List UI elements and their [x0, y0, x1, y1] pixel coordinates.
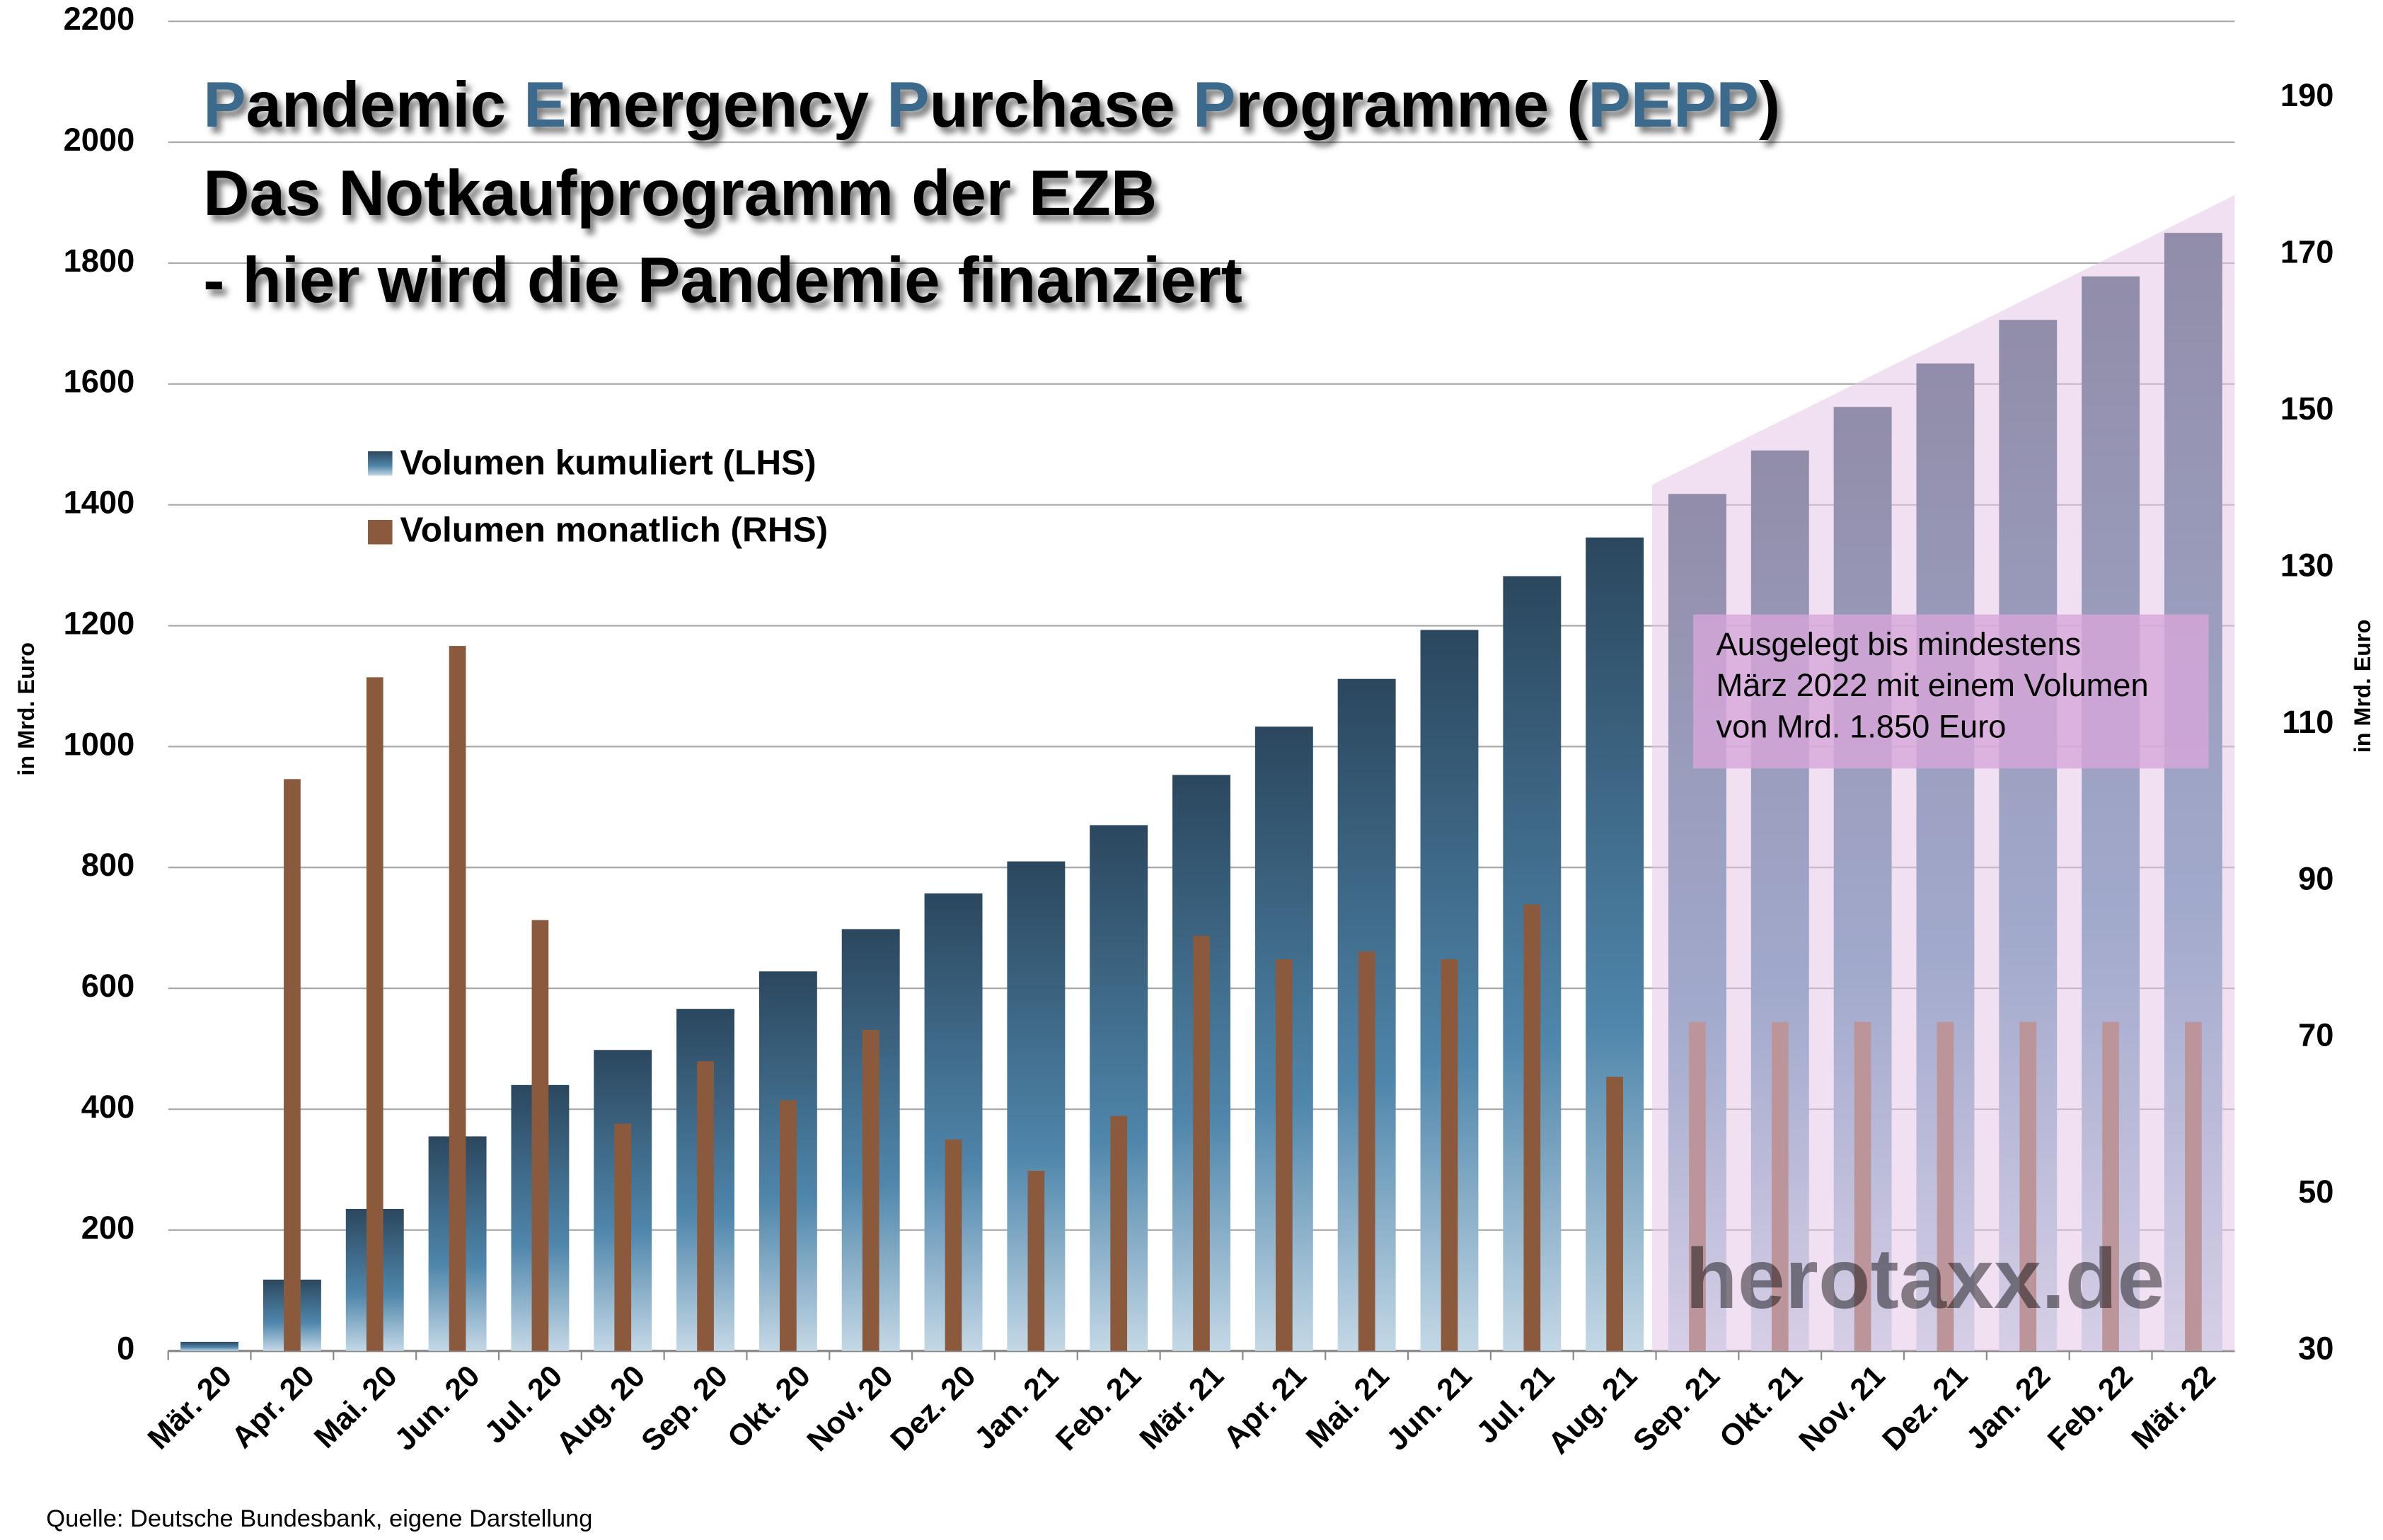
x-tick-label: Mär. 22	[2125, 1359, 2222, 1456]
y2-tick-label: 70	[2298, 1017, 2333, 1053]
bar-monthly	[1193, 935, 1210, 1351]
y-tick-label: 1600	[64, 364, 135, 400]
legend-label: Volumen monatlich (RHS)	[400, 509, 828, 549]
y-tick-label: 1200	[64, 605, 135, 641]
y-tick-label: 1000	[64, 726, 135, 762]
y-tick-label: 1800	[64, 243, 135, 279]
y-tick-label: 1400	[64, 485, 135, 521]
chart-title: - hier wird die Pandemie finanziert	[203, 245, 1242, 316]
y-tick-label: 600	[81, 968, 135, 1004]
bar-monthly	[614, 1123, 632, 1351]
y2-axis-label: in Mrd. Euro	[2350, 620, 2375, 753]
y2-tick-label: 190	[2280, 77, 2334, 113]
x-tick-label: Jun. 21	[1380, 1359, 1479, 1457]
x-tick-label: Jan. 22	[1960, 1359, 2057, 1456]
y2-tick-label: 90	[2298, 860, 2333, 896]
y-axis-label: in Mrd. Euro	[13, 642, 39, 776]
bar-monthly	[1110, 1116, 1128, 1351]
y-tick-label: 200	[81, 1210, 135, 1246]
x-tick-label: Aug. 20	[550, 1359, 652, 1461]
x-tick-label: Feb. 21	[1049, 1359, 1148, 1457]
y-tick-label: 800	[81, 847, 135, 883]
bar-monthly	[531, 920, 549, 1351]
x-tick-label: Mär. 20	[142, 1359, 238, 1456]
x-tick-label: Jan. 21	[968, 1359, 1065, 1456]
bar-monthly	[945, 1139, 962, 1351]
legend-label: Volumen kumuliert (LHS)	[400, 443, 816, 482]
y2-tick-label: 170	[2280, 233, 2334, 270]
annotation: Ausgelegt bis mindestens	[1716, 626, 2081, 662]
bar-monthly	[1275, 959, 1293, 1351]
bar-monthly	[1606, 1077, 1623, 1351]
bar-cumulative	[180, 1341, 239, 1351]
x-tick-label: Mai. 20	[308, 1359, 404, 1455]
y2-tick-label: 30	[2298, 1331, 2333, 1367]
y-tick-label: 2000	[64, 122, 135, 158]
x-tick-label: Dez. 21	[1876, 1359, 1974, 1457]
x-tick-label: Okt. 20	[721, 1359, 817, 1455]
x-tick-label: Apr. 20	[225, 1359, 321, 1455]
legend-swatch	[368, 520, 393, 545]
bar-monthly	[780, 1100, 797, 1351]
x-tick-label: Mär. 21	[1133, 1359, 1230, 1456]
x-tick-label: Aug. 21	[1542, 1359, 1644, 1461]
x-tick-label: Okt. 21	[1713, 1359, 1809, 1455]
x-tick-label: Nov. 20	[801, 1359, 900, 1458]
bar-monthly	[366, 677, 383, 1351]
x-tick-label: Mai. 21	[1300, 1359, 1396, 1455]
y-tick-label: 2200	[64, 1, 135, 37]
y-tick-label: 0	[117, 1331, 134, 1367]
x-tick-label: Sep. 21	[1627, 1359, 1726, 1459]
legend-swatch	[368, 451, 393, 476]
y2-tick-label: 130	[2280, 547, 2334, 583]
x-tick-label: Sep. 20	[635, 1359, 734, 1459]
x-tick-label: Nov. 21	[1793, 1359, 1892, 1458]
bar-monthly	[697, 1061, 714, 1351]
chart-title: Pandemic Emergency Purchase Programme (P…	[203, 69, 1780, 141]
y-tick-label: 400	[81, 1089, 135, 1125]
x-tick-label: Dez. 20	[884, 1359, 983, 1457]
x-tick-label: Feb. 22	[2041, 1359, 2140, 1457]
y2-tick-label: 150	[2280, 390, 2334, 427]
x-tick-label: Jun. 20	[388, 1359, 487, 1457]
bar-monthly	[1358, 951, 1375, 1351]
chart-title: Das Notkaufprogramm der EZB	[203, 158, 1157, 229]
annotation: März 2022 mit einem Volumen	[1716, 667, 2148, 703]
forecast-region	[1651, 195, 2235, 1351]
y2-tick-label: 50	[2298, 1174, 2333, 1210]
bar-monthly	[1027, 1171, 1045, 1351]
bar-monthly	[1523, 904, 1541, 1351]
bar-monthly	[284, 779, 301, 1351]
bar-monthly	[1441, 959, 1458, 1351]
x-tick-label: Apr. 21	[1217, 1359, 1313, 1455]
source: Quelle: Deutsche Bundesbank, eigene Dars…	[46, 1505, 592, 1532]
annotation-box	[1693, 614, 2209, 769]
bar-monthly	[449, 646, 466, 1351]
y2-tick-label: 110	[2282, 704, 2333, 740]
watermark: herotaxx.de	[1685, 1231, 2164, 1326]
bar-monthly	[862, 1029, 879, 1351]
annotation: von Mrd. 1.850 Euro	[1716, 708, 2006, 744]
